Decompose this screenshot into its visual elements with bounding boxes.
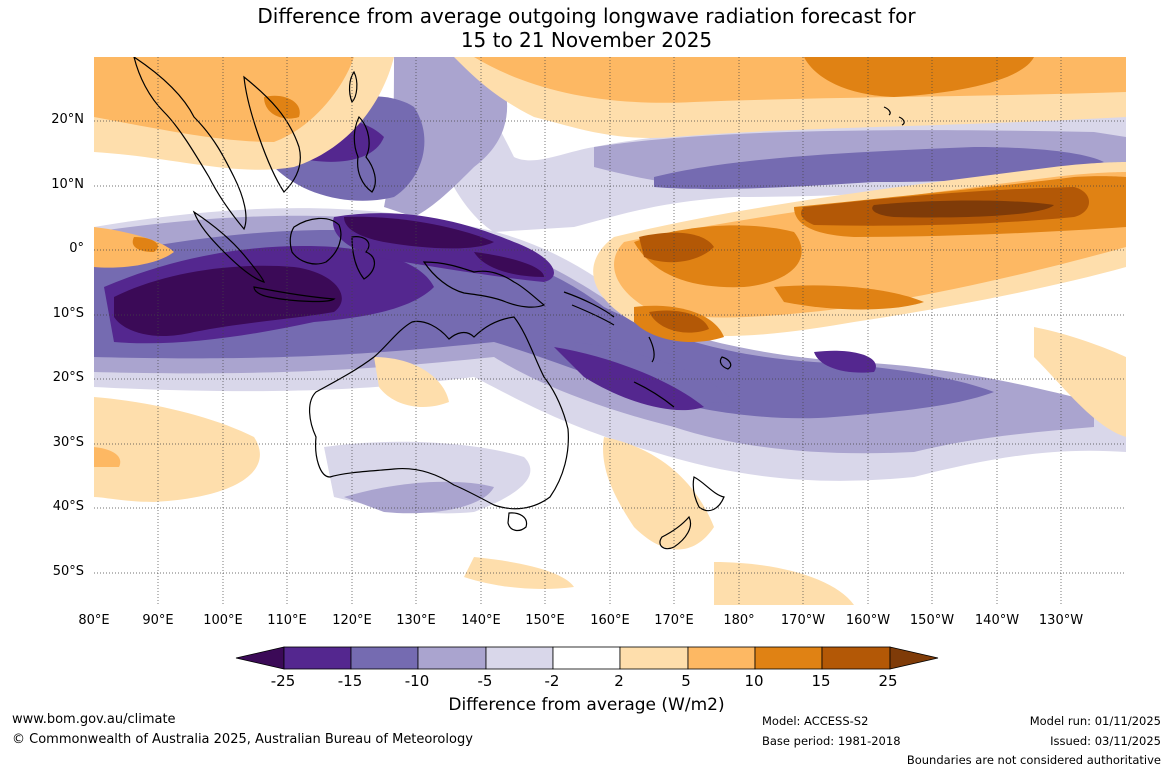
colorbar-label-10: 10 — [744, 672, 764, 690]
anomaly-band-deepest-purple — [114, 216, 544, 337]
australia-outline — [309, 316, 569, 510]
lon-label-170w: 170°W — [780, 613, 826, 628]
footer-model: Model: ACCESS-S2 — [762, 714, 869, 728]
lon-label-140e: 140°E — [461, 613, 501, 628]
colorbar-segment-15-10 — [350, 646, 419, 670]
lon-label-100e: 100°E — [203, 613, 243, 628]
colorbar-segment-10-5 — [417, 646, 487, 670]
colorbar-label-5: 5 — [681, 672, 691, 690]
new-zealand-outline — [659, 476, 725, 550]
lat-label-0: 0° — [69, 241, 84, 256]
colorbar-segment-2-2 — [552, 646, 621, 670]
lon-label-140w: 140°W — [974, 613, 1020, 628]
lat-label-40s: 40°S — [52, 499, 84, 514]
tasmania-outline — [507, 512, 528, 532]
hawaii-outline — [883, 106, 905, 126]
colorbar-segment-10-15 — [754, 646, 823, 670]
lon-label-130w: 130°W — [1038, 613, 1084, 628]
colorbar-label-2: 2 — [614, 672, 624, 690]
colorbar-label-minus-10: -10 — [404, 672, 430, 690]
indochina-outline — [133, 57, 301, 231]
colorbar-label-25: 25 — [878, 672, 898, 690]
lon-label-130e: 130°E — [396, 613, 436, 628]
colorbar-segment-below-25 — [235, 646, 285, 670]
colorbar-label-minus-2: -2 — [544, 672, 560, 690]
footer-base-period: Base period: 1981-2018 — [762, 734, 901, 748]
sumatra-outline — [192, 210, 266, 283]
lon-label-110e: 110°E — [267, 613, 307, 628]
lon-label-90e: 90°E — [142, 613, 174, 628]
colorbar-label-minus-5: -5 — [477, 672, 493, 690]
title-line-1: Difference from average outgoing longwav… — [257, 4, 916, 28]
colorbar-segment-25-15 — [283, 646, 352, 670]
new-guinea-outline — [422, 261, 546, 308]
fiji-outline — [719, 356, 732, 370]
colorbar-label-minus-25: -25 — [270, 672, 296, 690]
chart-title: Difference from average outgoing longwav… — [0, 4, 1173, 52]
lon-label-120e: 120°E — [332, 613, 372, 628]
lon-label-80e: 80°E — [78, 613, 110, 628]
lon-label-180: 180° — [723, 613, 755, 628]
colorbar-segment-above-25 — [889, 646, 939, 670]
lat-label-20s: 20°S — [52, 370, 84, 385]
footer-disclaimer: Boundaries are not considered authoritat… — [906, 753, 1161, 767]
footer-issued: Issued: 03/11/2025 — [1050, 734, 1161, 748]
philippines-outline — [353, 115, 376, 193]
footer-model-run: Model run: 01/11/2025 — [1029, 714, 1161, 728]
lon-label-160e: 160°E — [590, 613, 630, 628]
lat-label-20n: 20°N — [51, 112, 84, 127]
colorbar-label-15: 15 — [811, 672, 831, 690]
lat-label-30s: 30°S — [52, 435, 84, 450]
lat-label-50s: 50°S — [52, 564, 84, 579]
lat-label-10s: 10°S — [52, 306, 84, 321]
anomaly-band-darkest-brown — [872, 200, 1054, 218]
lon-label-160w: 160°W — [845, 613, 891, 628]
sulawesi-outline — [351, 236, 375, 280]
footer-copyright: © Commonwealth of Australia 2025, Austra… — [12, 732, 473, 747]
colorbar-segment-2-5 — [619, 646, 689, 670]
vanuatu-outline — [648, 336, 655, 363]
lat-label-10n: 10°N — [51, 177, 84, 192]
solomon-islands-outline — [563, 291, 615, 326]
gridlines — [94, 57, 1126, 605]
title-line-2: 15 to 21 November 2025 — [460, 28, 713, 52]
footer-url[interactable]: www.bom.gov.au/climate — [12, 712, 176, 727]
colorbar-segment-5-10 — [687, 646, 756, 670]
lon-label-170e: 170°E — [654, 613, 694, 628]
new-caledonia-outline — [633, 381, 675, 408]
olr-anomaly-map — [94, 57, 1126, 605]
colorbar-segment-5-2 — [485, 646, 554, 670]
java-outline — [253, 286, 336, 303]
colorbar — [235, 646, 939, 670]
lon-label-150e: 150°E — [525, 613, 565, 628]
colorbar-segment-15-25 — [821, 646, 891, 670]
colorbar-title: Difference from average (W/m2) — [448, 695, 725, 715]
colorbar-label-minus-15: -15 — [337, 672, 363, 690]
borneo-outline — [289, 217, 342, 265]
map-panel — [94, 57, 1126, 605]
lon-label-150w: 150°W — [909, 613, 955, 628]
